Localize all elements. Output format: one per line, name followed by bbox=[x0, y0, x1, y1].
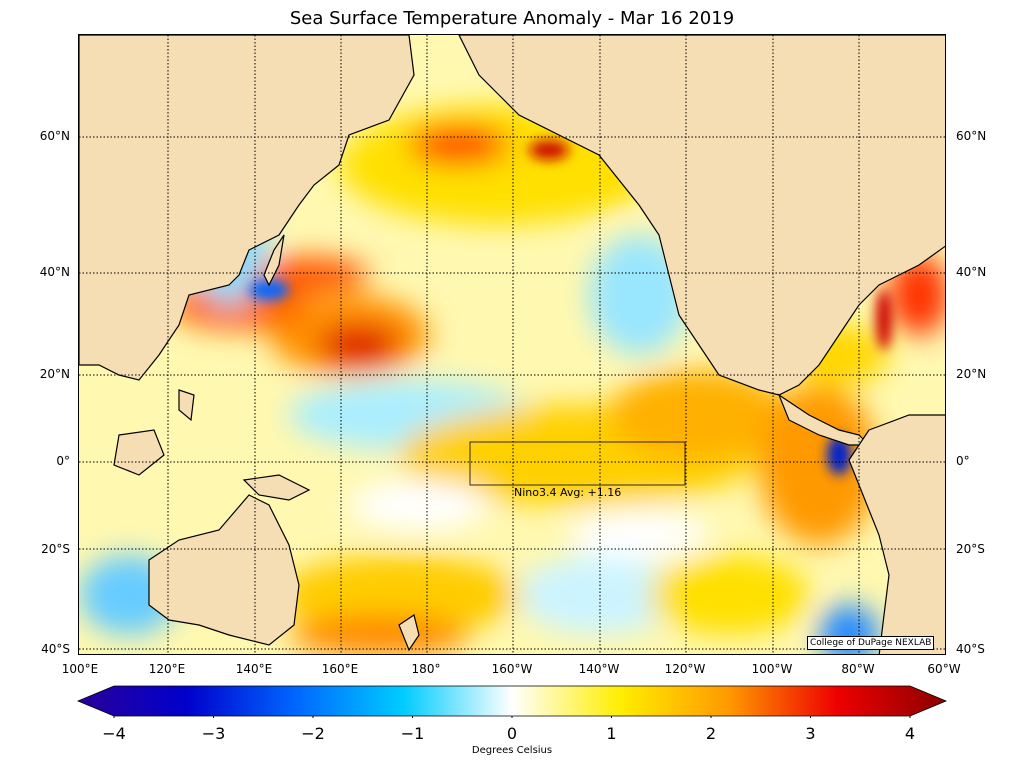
lat-label-right: 40°N bbox=[956, 265, 987, 279]
colorbar bbox=[76, 685, 948, 718]
sst-map bbox=[79, 35, 945, 654]
lat-label-right: 0° bbox=[956, 454, 970, 468]
colorbar-title: Degrees Celsius bbox=[471, 745, 553, 756]
graticule bbox=[79, 35, 945, 654]
colorbar-tick-label: 2 bbox=[705, 724, 717, 743]
map-panel bbox=[78, 34, 946, 655]
colorbar-tick-label: −4 bbox=[102, 724, 126, 743]
credit-label: College of DuPage NEXLAB bbox=[807, 636, 935, 650]
colorbar-ticks bbox=[113, 716, 911, 718]
asia-landmass bbox=[79, 35, 415, 381]
colorbar-gradient bbox=[76, 685, 948, 717]
colorbar-tick-label: 3 bbox=[805, 724, 816, 743]
lat-label-left: 60°N bbox=[39, 129, 70, 143]
lat-label-left: 40°S bbox=[41, 642, 70, 656]
lon-label: 180° bbox=[411, 662, 441, 676]
lat-label-right: 60°N bbox=[956, 129, 987, 143]
nino34-box bbox=[469, 441, 686, 486]
lat-label-right: 40°S bbox=[956, 642, 985, 656]
lon-label: 140°W bbox=[578, 662, 620, 676]
lon-label: 100°W bbox=[751, 662, 793, 676]
colorbar-tick-label: −3 bbox=[201, 724, 226, 743]
lon-label: 120°E bbox=[148, 662, 186, 676]
colorbar-tick-label: −1 bbox=[400, 724, 425, 743]
colorbar-tick-label: 1 bbox=[606, 724, 617, 743]
lat-label-left: 20°N bbox=[39, 367, 70, 381]
lon-label: 60°W bbox=[927, 662, 961, 676]
new-guinea-landmass bbox=[242, 474, 311, 501]
lon-label: 80°W bbox=[841, 662, 875, 676]
lon-label: 120°W bbox=[664, 662, 706, 676]
lon-label: 160°W bbox=[491, 662, 533, 676]
philippines-landmass bbox=[178, 389, 195, 422]
lat-label-left: 0° bbox=[56, 454, 70, 468]
lat-label-right: 20°S bbox=[956, 542, 985, 556]
south-america-landmass bbox=[848, 414, 945, 654]
colorbar-tick-label: −2 bbox=[301, 724, 325, 743]
lat-label-left: 40°N bbox=[39, 265, 70, 279]
lat-label-right: 20°N bbox=[956, 367, 987, 381]
lon-label: 140°E bbox=[235, 662, 273, 676]
australia-landmass bbox=[148, 494, 300, 646]
nino34-average-label: Nino3.4 Avg: +1.16 bbox=[514, 486, 622, 499]
borneo-landmass bbox=[113, 429, 165, 476]
lat-label-left: 20°S bbox=[41, 542, 70, 556]
alaska-north-america-landmass bbox=[458, 35, 945, 396]
lon-label: 100°E bbox=[61, 662, 99, 676]
colorbar-tick-label: 0 bbox=[506, 724, 518, 743]
map-title: Sea Surface Temperature Anomaly - Mar 16… bbox=[289, 8, 735, 29]
land-masses bbox=[79, 35, 945, 654]
lon-label: 160°E bbox=[321, 662, 359, 676]
colorbar-tick-label: 4 bbox=[904, 724, 916, 743]
new-zealand-landmass bbox=[398, 614, 420, 652]
